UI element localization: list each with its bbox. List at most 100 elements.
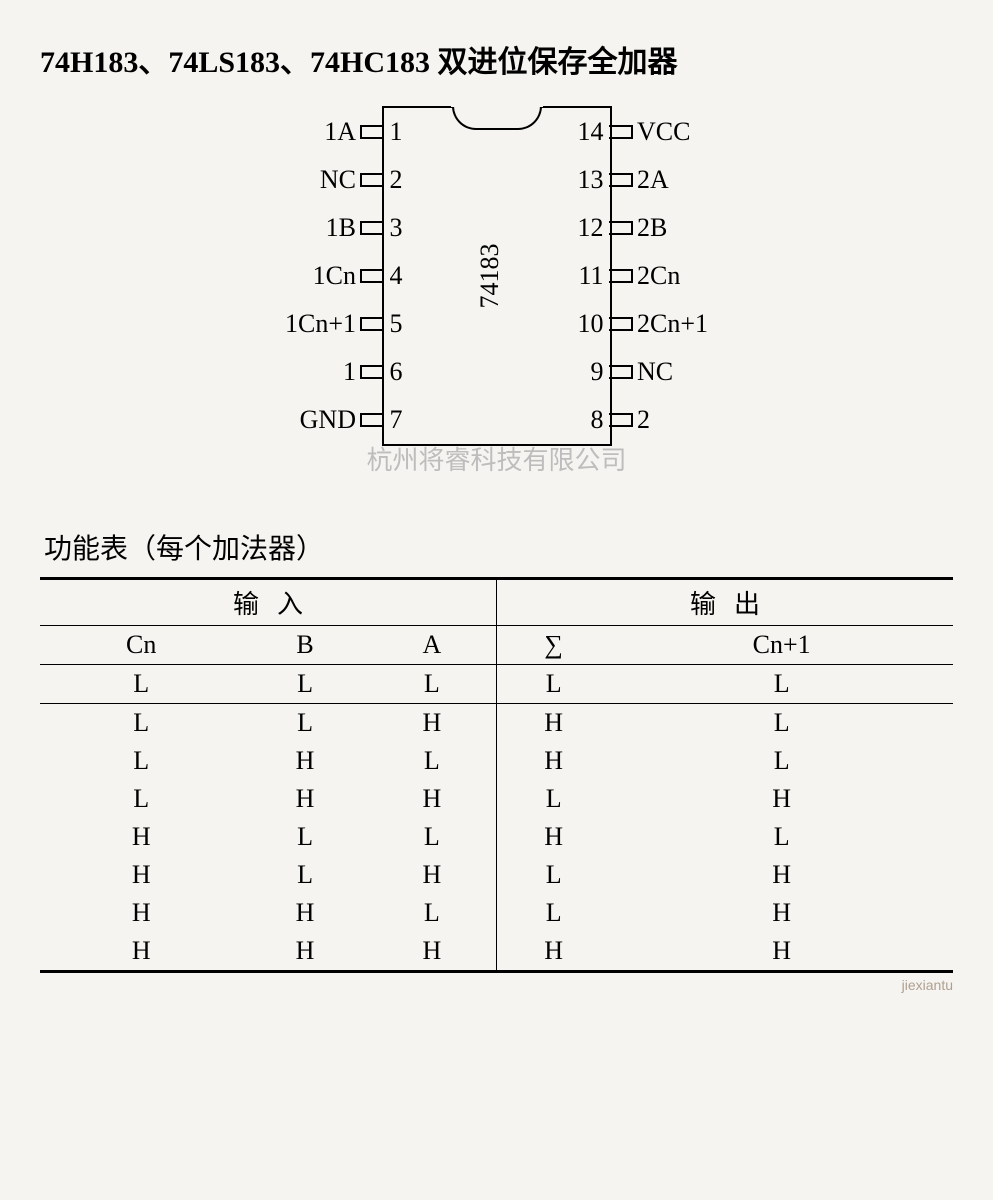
pin-number: 1 <box>390 108 403 156</box>
chip-diagram: 1A NC 1B 1Cn 1Cn+1 1 GND 1 2 3 4 <box>40 106 953 446</box>
pin-stub-icon <box>360 317 384 331</box>
cell: L <box>610 742 953 780</box>
pin-number: 4 <box>390 252 403 300</box>
cell: L <box>368 665 497 704</box>
cell: H <box>368 780 497 818</box>
cell: H <box>242 932 367 972</box>
pin-label: 1A <box>281 108 360 156</box>
cell: L <box>40 665 242 704</box>
cell: H <box>610 856 953 894</box>
pin-stub-icon <box>360 413 384 427</box>
cell: H <box>40 856 242 894</box>
table-group-input: 输入 <box>40 579 496 626</box>
pin-label: 1B <box>281 204 360 252</box>
right-pin-numbers: 14 13 12 11 10 9 8 <box>572 108 610 444</box>
left-pin-labels: 1A NC 1B 1Cn 1Cn+1 1 GND <box>281 108 360 444</box>
chip-body: 1 2 3 4 5 6 7 74183 14 13 12 11 10 9 8 <box>382 106 612 446</box>
cell: H <box>610 780 953 818</box>
pin-label: 1 <box>281 348 360 396</box>
pin-number: 14 <box>578 108 604 156</box>
cell: L <box>242 818 367 856</box>
pin-label: 2Cn+1 <box>633 300 712 348</box>
page-title: 74H183、74LS183、74HC183 双进位保存全加器 <box>40 30 953 96</box>
pin-stub-icon <box>360 365 384 379</box>
pin-stub-icon <box>609 125 633 139</box>
pin-stub-icon <box>360 269 384 283</box>
left-pin-numbers: 1 2 3 4 5 6 7 <box>384 108 409 444</box>
cell: H <box>496 704 610 743</box>
pin-number: 9 <box>578 348 604 396</box>
col-header: Cn <box>40 626 242 665</box>
table-group-output: 输出 <box>496 579 953 626</box>
truth-table: 输入 输出 Cn B A ∑ Cn+1 L L L L L L L H H L … <box>40 577 953 973</box>
cell: L <box>40 780 242 818</box>
pin-number: 12 <box>578 204 604 252</box>
cell: L <box>40 704 242 743</box>
right-pin-labels: VCC 2A 2B 2Cn 2Cn+1 NC 2 <box>633 108 712 444</box>
cell: L <box>368 818 497 856</box>
pin-stub-icon <box>609 365 633 379</box>
cell: L <box>610 818 953 856</box>
pin-stub-icon <box>360 221 384 235</box>
chip-part-number: 74183 <box>475 244 505 309</box>
cell: H <box>40 818 242 856</box>
pin-stub-icon <box>609 173 633 187</box>
cell: H <box>496 932 610 972</box>
cell: H <box>242 742 367 780</box>
cell: H <box>40 894 242 932</box>
pin-label: 2A <box>633 156 712 204</box>
cell: L <box>496 780 610 818</box>
cell: H <box>368 704 497 743</box>
pin-number: 3 <box>390 204 403 252</box>
pin-stub-icon <box>609 269 633 283</box>
cell: L <box>40 742 242 780</box>
cell: L <box>242 704 367 743</box>
cell: H <box>242 894 367 932</box>
pin-number: 11 <box>578 252 604 300</box>
pin-stub-icon <box>609 317 633 331</box>
cell: H <box>368 856 497 894</box>
cell: L <box>242 856 367 894</box>
pin-number: 7 <box>390 396 403 444</box>
cell: H <box>40 932 242 972</box>
cell: H <box>496 818 610 856</box>
pin-label: 2 <box>633 396 712 444</box>
pin-stub-icon <box>609 413 633 427</box>
pin-label: VCC <box>633 108 712 156</box>
pin-number: 5 <box>390 300 403 348</box>
cell: L <box>368 742 497 780</box>
col-header: B <box>242 626 367 665</box>
footer-watermark: jiexiantu <box>40 977 953 993</box>
left-pin-stubs <box>360 108 382 444</box>
cell: L <box>610 665 953 704</box>
cell: L <box>496 665 610 704</box>
cell: H <box>368 932 497 972</box>
pin-label: 2B <box>633 204 712 252</box>
cell: L <box>496 856 610 894</box>
pin-number: 2 <box>390 156 403 204</box>
pin-number: 6 <box>390 348 403 396</box>
cell: H <box>610 932 953 972</box>
pin-label: NC <box>633 348 712 396</box>
col-header: Cn+1 <box>610 626 953 665</box>
cell: L <box>610 704 953 743</box>
table-caption: 功能表（每个加法器） <box>44 527 953 567</box>
pin-number: 8 <box>578 396 604 444</box>
pin-label: 2Cn <box>633 252 712 300</box>
cell: H <box>242 780 367 818</box>
right-pin-stubs <box>612 108 634 444</box>
col-header: A <box>368 626 497 665</box>
pin-label: NC <box>281 156 360 204</box>
cell: L <box>496 894 610 932</box>
pin-stub-icon <box>360 125 384 139</box>
pin-number: 13 <box>578 156 604 204</box>
pin-label: GND <box>281 396 360 444</box>
pin-label: 1Cn <box>281 252 360 300</box>
pin-stub-icon <box>609 221 633 235</box>
pin-label: 1Cn+1 <box>281 300 360 348</box>
cell: L <box>242 665 367 704</box>
pin-stub-icon <box>360 173 384 187</box>
cell: H <box>610 894 953 932</box>
cell: H <box>496 742 610 780</box>
col-header: ∑ <box>496 626 610 665</box>
